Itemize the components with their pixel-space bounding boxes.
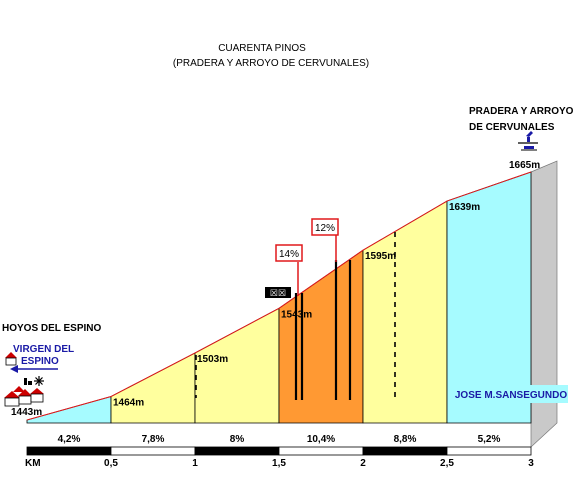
village-icon bbox=[4, 386, 44, 407]
km-bar bbox=[26, 446, 532, 456]
altitude-label: 1665m bbox=[509, 160, 540, 171]
profile-line bbox=[26, 171, 532, 421]
altitude-label: 1503m bbox=[197, 354, 228, 365]
gradient-label: 7,8% bbox=[142, 434, 165, 445]
end-location-name-line2: DE CERVUNALES bbox=[469, 122, 555, 133]
altitude-labels: 1443m 1464m 1503m 1543m 1595m 1639m 1665m bbox=[11, 160, 540, 418]
profile-segment bbox=[362, 200, 448, 424]
km-tick-label: 3 bbox=[528, 458, 534, 469]
gradient-label-14: 14% bbox=[279, 249, 299, 260]
gradient-label: 5,2% bbox=[478, 434, 501, 445]
km-bar-segment bbox=[362, 446, 448, 456]
gradient-box-12 bbox=[311, 218, 339, 236]
max-gradient-pointers bbox=[297, 235, 337, 296]
max-gradient-lines bbox=[294, 260, 352, 400]
fountain-icon bbox=[518, 131, 538, 151]
profile-side-face bbox=[530, 160, 558, 448]
profile-title-line1: CUARENTA PINOS bbox=[218, 43, 306, 54]
gradient-label: 4,2% bbox=[58, 434, 81, 445]
km-bar-segment bbox=[446, 446, 532, 456]
start-location-name: HOYOS DEL ESPINO bbox=[2, 323, 102, 334]
km-tick-label: 2 bbox=[360, 458, 366, 469]
km-tick-label: 2,5 bbox=[440, 458, 454, 469]
profile-title-line2: (PRADERA Y ARROYO DE CERVUNALES) bbox=[173, 58, 369, 69]
km-bar-segment bbox=[194, 446, 280, 456]
end-location-name-line1: PRADERA Y ARROYO bbox=[469, 106, 574, 117]
bar-icon bbox=[24, 378, 32, 385]
altitude-label: 1443m bbox=[11, 407, 42, 418]
km-bar-segment bbox=[110, 446, 196, 456]
gradient-labels: 4,2% 7,8% 8% 10,4% 8,8% 5,2% bbox=[58, 434, 501, 445]
km-tick-label: 1,5 bbox=[272, 458, 286, 469]
km-tick-label: 0,5 bbox=[104, 458, 118, 469]
author-name: JOSE M.SANSEGUNDO bbox=[455, 390, 567, 401]
sign-arrow-icon bbox=[10, 365, 18, 373]
gradient-label: 8% bbox=[230, 434, 245, 445]
gradient-label: 8,8% bbox=[394, 434, 417, 445]
gradient-box-14 bbox=[275, 244, 303, 262]
km-bar-segment bbox=[26, 446, 112, 456]
start-sign-line1: VIRGEN DEL bbox=[13, 344, 74, 355]
km-tick-labels: 0,5 1 1,5 2 2,5 3 bbox=[104, 458, 534, 469]
gradient-label: 10,4% bbox=[307, 434, 335, 445]
profile-segment bbox=[110, 352, 196, 424]
cattle-grid-icon: ☒☒ bbox=[265, 287, 291, 298]
start-sign-line2: ESPINO bbox=[21, 356, 59, 367]
altitude-label: 1464m bbox=[113, 398, 144, 409]
church-icon bbox=[5, 352, 17, 366]
altitude-label: 1543m bbox=[281, 309, 312, 320]
dashed-markers bbox=[195, 232, 396, 398]
profile-segments bbox=[26, 171, 532, 424]
author-box bbox=[454, 385, 568, 403]
altitude-label: 1639m bbox=[449, 202, 480, 213]
profile-segment bbox=[194, 307, 280, 424]
svg-text:☒☒: ☒☒ bbox=[270, 288, 286, 298]
km-bar-segment bbox=[278, 446, 364, 456]
altitude-label: 1595m bbox=[365, 251, 396, 262]
km-tick-label: 1 bbox=[192, 458, 198, 469]
km-unit-label: KM bbox=[25, 458, 41, 469]
gradient-label-12: 12% bbox=[315, 223, 335, 234]
star-icon bbox=[34, 376, 44, 386]
